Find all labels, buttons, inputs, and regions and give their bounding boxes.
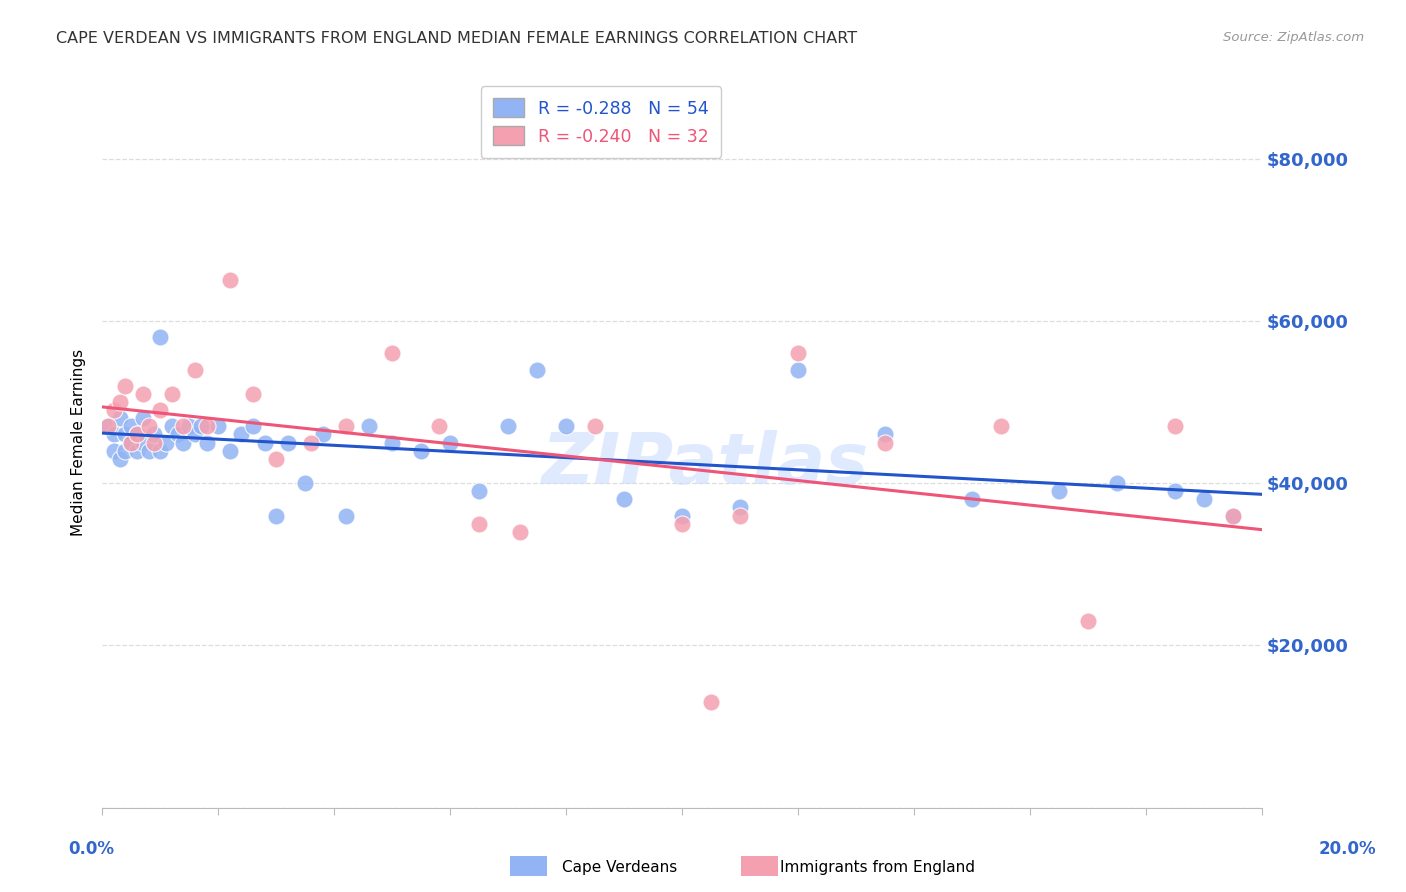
Point [299, 435, 322, 450]
Point [1222, 508, 1244, 523]
Legend: R = -0.288   N = 54, R = -0.240   N = 32: R = -0.288 N = 54, R = -0.240 N = 32 [481, 87, 721, 158]
Point [555, 419, 578, 434]
Point [114, 378, 136, 392]
Point [114, 443, 136, 458]
Point [1164, 419, 1187, 434]
Point [97, 419, 120, 434]
Point [381, 346, 404, 360]
Point [231, 427, 253, 442]
Point [108, 411, 131, 425]
Point [468, 516, 491, 531]
Point [103, 443, 125, 458]
Point [160, 387, 183, 401]
Point [873, 435, 896, 450]
Point [138, 419, 160, 434]
Point [125, 427, 148, 442]
Point [184, 427, 207, 442]
Point [195, 435, 218, 450]
Point [120, 435, 142, 450]
Point [184, 362, 207, 376]
Point [1047, 484, 1070, 499]
Text: 0.0%: 0.0% [69, 840, 114, 858]
Point [787, 346, 810, 360]
Point [1105, 476, 1128, 491]
Point [190, 419, 212, 434]
Text: CAPE VERDEAN VS IMMIGRANTS FROM ENGLAND MEDIAN FEMALE EARNINGS CORRELATION CHART: CAPE VERDEAN VS IMMIGRANTS FROM ENGLAND … [56, 31, 858, 46]
Point [411, 443, 433, 458]
Text: 20.0%: 20.0% [1319, 840, 1375, 858]
Point [294, 476, 316, 491]
Point [583, 419, 606, 434]
Point [264, 451, 287, 466]
Point [496, 419, 519, 434]
Point [218, 443, 240, 458]
Point [264, 508, 287, 523]
Text: Immigrants from England: Immigrants from England [780, 860, 976, 874]
Point [155, 435, 177, 450]
Point [132, 387, 155, 401]
Text: ZIPatlas: ZIPatlas [541, 430, 869, 499]
Point [125, 427, 148, 442]
Point [132, 435, 155, 450]
Point [138, 443, 160, 458]
Text: Source: ZipAtlas.com: Source: ZipAtlas.com [1223, 31, 1364, 45]
Point [335, 508, 357, 523]
Point [728, 500, 751, 515]
Point [149, 443, 172, 458]
Point [97, 419, 120, 434]
Point [108, 395, 131, 409]
Point [357, 419, 380, 434]
Point [1077, 614, 1099, 628]
Point [160, 419, 183, 434]
Point [179, 419, 201, 434]
Point [125, 443, 148, 458]
Point [381, 435, 404, 450]
Point [103, 403, 125, 417]
Point [166, 427, 188, 442]
Point [149, 330, 172, 344]
Point [242, 419, 264, 434]
Point [108, 451, 131, 466]
Point [172, 419, 194, 434]
Point [1164, 484, 1187, 499]
Point [526, 362, 548, 376]
Point [120, 419, 142, 434]
Point [311, 427, 333, 442]
Point [468, 484, 491, 499]
Point [728, 508, 751, 523]
Point [700, 695, 723, 709]
Point [277, 435, 299, 450]
Point [439, 435, 461, 450]
Point [787, 362, 810, 376]
Point [427, 419, 450, 434]
Point [613, 492, 636, 507]
Point [172, 435, 194, 450]
Point [149, 403, 172, 417]
Point [873, 427, 896, 442]
Point [253, 435, 276, 450]
Point [509, 524, 531, 539]
Point [132, 411, 155, 425]
Point [960, 492, 983, 507]
Point [218, 273, 240, 287]
Point [114, 427, 136, 442]
Y-axis label: Median Female Earnings: Median Female Earnings [72, 349, 86, 536]
Point [1222, 508, 1244, 523]
Point [143, 427, 166, 442]
Text: Cape Verdeans: Cape Verdeans [562, 860, 678, 874]
Point [1192, 492, 1215, 507]
Point [242, 387, 264, 401]
Point [990, 419, 1012, 434]
Point [671, 516, 693, 531]
Point [120, 435, 142, 450]
Point [335, 419, 357, 434]
Point [195, 419, 218, 434]
Point [143, 435, 166, 450]
Point [671, 508, 693, 523]
Point [103, 427, 125, 442]
Point [207, 419, 229, 434]
